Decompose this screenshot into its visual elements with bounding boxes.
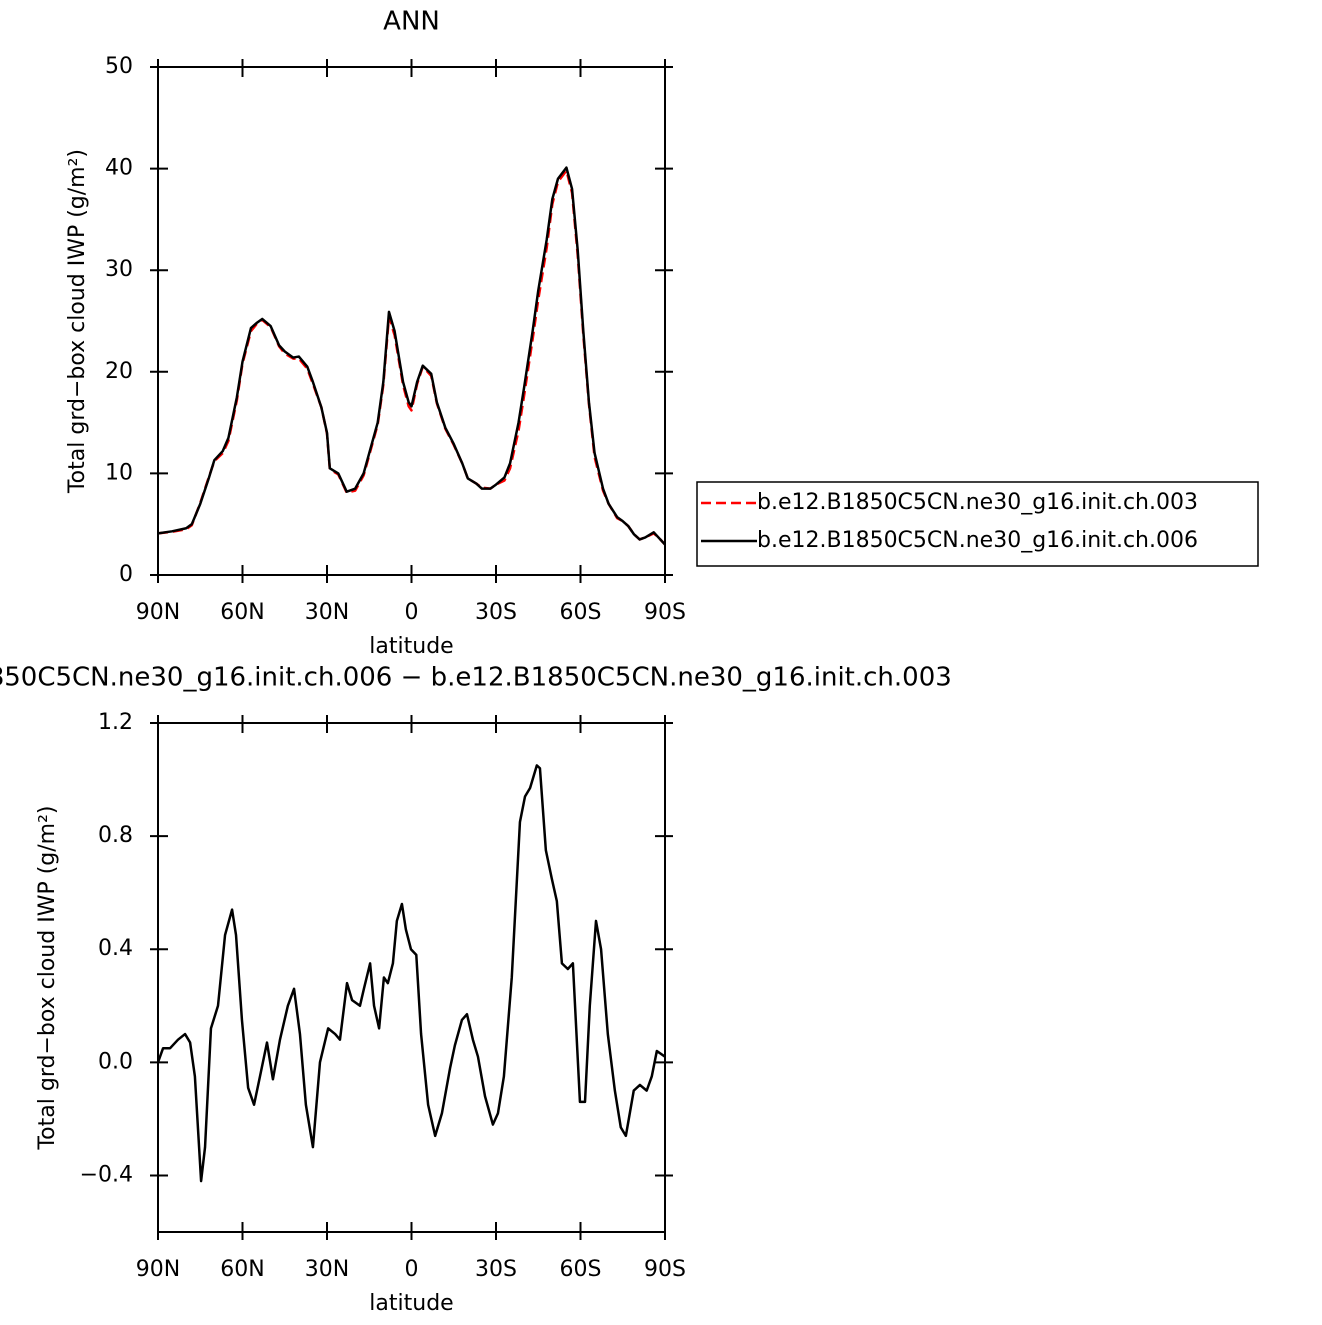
x-tick-label: 30S	[475, 1257, 517, 1282]
y-tick-label: 1.2	[98, 710, 133, 735]
chart-title: b.e12.B1850C5CN.ne30_g16.init.ch.006 − b…	[0, 663, 952, 693]
x-tick-label: 60N	[220, 600, 264, 625]
y-tick-label: 0.4	[98, 936, 133, 961]
chart-panel: b.e12.B1850C5CN.ne30_g16.init.ch.006 − b…	[0, 663, 952, 1317]
legend-label: b.e12.B1850C5CN.ne30_g16.init.ch.003	[757, 490, 1198, 515]
y-tick-label: −0.4	[80, 1162, 133, 1187]
data-line	[157, 169, 666, 546]
y-tick-label: 50	[105, 54, 133, 79]
y-tick-label: 0.0	[98, 1049, 133, 1074]
y-tick-label: 20	[105, 359, 133, 384]
legend-box	[696, 481, 1259, 567]
y-axis-label: Total grd−box cloud IWP (g/m²)	[65, 149, 90, 494]
chart-panel: ANN latitude Total grd−box cloud IWP (g/m²…	[65, 7, 1259, 659]
plot-frame	[157, 66, 666, 576]
x-tick-label: 30S	[475, 600, 517, 625]
x-axis-label: latitude	[369, 1291, 453, 1316]
x-tick-label: 30N	[305, 1257, 349, 1282]
data-line	[157, 166, 666, 546]
x-tick-label: 0	[405, 1257, 419, 1282]
y-tick-label: 30	[105, 257, 133, 282]
y-tick-label: 0	[119, 562, 133, 587]
x-tick-label: 90N	[136, 600, 180, 625]
x-tick-label: 60N	[220, 1257, 264, 1282]
y-tick-label: 10	[105, 460, 133, 485]
x-tick-label: 90S	[644, 1257, 686, 1282]
chart-title: ANN	[383, 7, 440, 37]
x-tick-label: 90S	[644, 600, 686, 625]
x-tick-label: 90N	[136, 1257, 180, 1282]
legend-label: b.e12.B1850C5CN.ne30_g16.init.ch.006	[757, 528, 1198, 553]
x-tick-label: 30N	[305, 600, 349, 625]
x-tick-label: 60S	[560, 600, 602, 625]
x-tick-label: 60S	[560, 1257, 602, 1282]
x-tick-label: 0	[405, 600, 419, 625]
x-axis-label: latitude	[369, 634, 453, 659]
y-tick-label: 40	[105, 156, 133, 181]
plot-frame	[157, 722, 666, 1233]
y-axis-label: Total grd−box cloud IWP (g/m²)	[35, 805, 60, 1150]
data-line	[156, 764, 666, 1183]
y-tick-label: 0.8	[98, 823, 133, 848]
legend: b.e12.B1850C5CN.ne30_g16.init.ch.003 b.e1…	[696, 481, 1259, 567]
